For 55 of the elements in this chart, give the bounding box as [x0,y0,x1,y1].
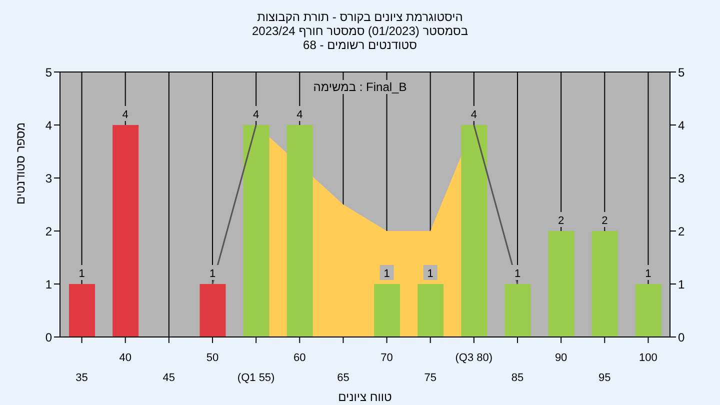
data-label: 1 [514,268,521,280]
bar [418,284,444,337]
data-label: 1 [645,268,652,280]
data-label: 4 [253,109,260,121]
data-label: 4 [296,109,303,121]
x-tick-label: 95 [598,372,611,384]
data-label: 1 [209,268,216,280]
y-tick-label: 5 [45,65,52,80]
bar [243,125,270,337]
x-tick-label: 50 [206,352,219,364]
x-tick-label: 70 [380,352,393,364]
x-tick-label: 40 [119,352,132,364]
y-axis-title: מספר סטודנטים [13,122,28,204]
data-label: 2 [602,215,608,227]
bar [504,284,531,337]
data-label: 4 [122,109,128,121]
bar [286,125,313,337]
y-tick-label: 2 [45,224,52,238]
bar [461,125,488,337]
x-tick-label: 75 [424,372,436,384]
y-tick-label: 0 [45,330,52,344]
y2-tick-label: 0 [678,330,685,344]
bar [69,284,95,337]
x-tick-label: 100 [639,352,658,364]
bar [548,231,574,337]
y-tick-label: 1 [45,277,52,292]
bar [374,284,400,337]
x-tick-label: 45 [162,372,176,384]
y-tick-label: 4 [45,118,52,132]
bar [635,284,662,337]
x-tick-label: (Q3 80) [455,352,493,364]
data-label: 2 [558,215,564,227]
y2-tick-label: 1 [678,277,685,292]
data-label: 1 [427,268,434,280]
data-label: 4 [470,109,477,121]
x-tick-label: 60 [294,352,306,364]
chart-subtitle: בסמסטר (01/2023) סמסטר חורף 2023/24 סטודנטים רשומים - 68 [250,24,470,52]
x-tick-label: 35 [76,372,88,384]
y2-tick-label: 5 [678,65,685,80]
y2-tick-label: 4 [678,118,685,132]
x-axis-title: טווח ציונים [338,390,392,404]
data-label: 1 [384,268,390,280]
bar [592,231,618,337]
data-label: 1 [78,268,85,280]
x-tick-label: (Q1 55) [237,372,275,384]
bar [112,125,139,337]
x-tick-label: 90 [554,352,568,364]
chart-title: היסטוגרמת ציונים בקורס - תורת הקבוצות [256,10,464,24]
bar [200,284,226,337]
x-tick-label: 65 [337,372,350,384]
y2-tick-label: 2 [678,224,685,238]
annotation: במשימה : Final_B [310,80,410,94]
y-tick-label: 3 [45,171,52,186]
y2-tick-label: 3 [678,171,685,186]
x-tick-label: 85 [511,372,524,384]
